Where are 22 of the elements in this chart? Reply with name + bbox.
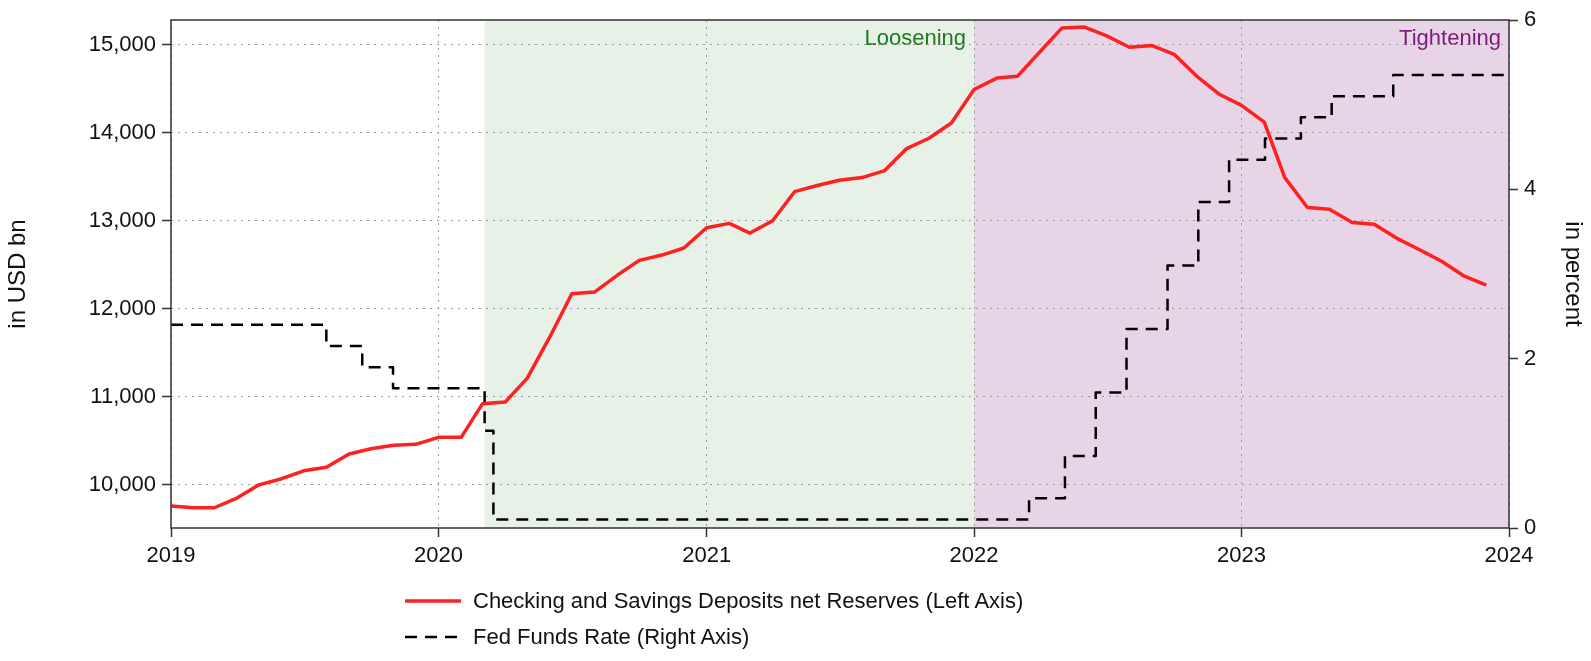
y2-tick-label: 4 — [1524, 175, 1537, 201]
y2-axis-title: in percent — [1560, 221, 1588, 328]
x-tick-label: 2023 — [1217, 542, 1267, 568]
legend-label: Fed Funds Rate (Right Axis) — [473, 624, 750, 650]
band-label: Loosening — [864, 25, 967, 51]
y-tick-label: 11,000 — [90, 382, 156, 408]
y-tick-label: 13,000 — [88, 206, 156, 232]
y2-tick-label: 6 — [1524, 6, 1537, 32]
y2-tick-label: 0 — [1524, 514, 1537, 540]
y2-tick-label: 2 — [1524, 344, 1537, 370]
y-tick-label: 14,000 — [88, 118, 156, 144]
band-label: Tightening — [1399, 25, 1501, 51]
x-tick-label: 2021 — [682, 542, 732, 568]
legend-label: Checking and Savings Deposits net Reserves (Left Axis) — [473, 588, 1024, 614]
x-tick-label: 2024 — [1484, 542, 1534, 568]
x-tick-label: 2022 — [949, 542, 999, 568]
y-axis-title: in USD bn — [3, 219, 31, 329]
x-tick-label: 2019 — [146, 542, 196, 568]
y-tick-label: 12,000 — [88, 294, 156, 320]
y-tick-label: 15,000 — [88, 30, 156, 56]
x-tick-label: 2020 — [413, 542, 463, 568]
y-tick-label: 10,000 — [88, 470, 156, 496]
